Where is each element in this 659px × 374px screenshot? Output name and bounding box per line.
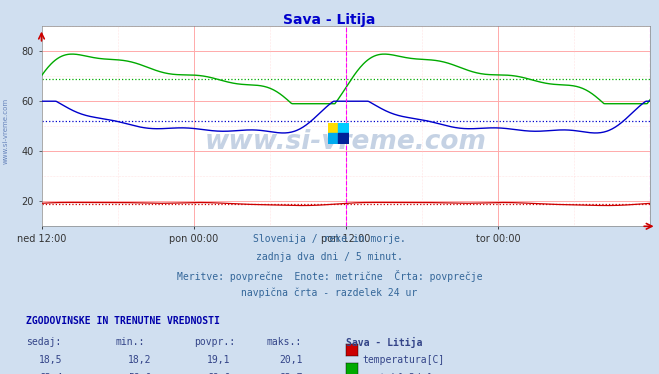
Text: www.si-vreme.com: www.si-vreme.com: [205, 129, 487, 155]
Text: maks.:: maks.:: [267, 337, 302, 347]
Bar: [338, 134, 349, 144]
Text: pretok[m3/s]: pretok[m3/s]: [362, 373, 433, 374]
Text: temperatura[C]: temperatura[C]: [362, 355, 445, 365]
Text: Meritve: povprečne  Enote: metrične  Črta: povprečje: Meritve: povprečne Enote: metrične Črta:…: [177, 270, 482, 282]
Text: Sava - Litija: Sava - Litija: [346, 337, 422, 347]
Text: sedaj:: sedaj:: [26, 337, 61, 347]
Text: zadnja dva dni / 5 minut.: zadnja dva dni / 5 minut.: [256, 252, 403, 262]
Text: 59,0: 59,0: [128, 373, 152, 374]
Text: ZGODOVINSKE IN TRENUTNE VREDNOSTI: ZGODOVINSKE IN TRENUTNE VREDNOSTI: [26, 316, 220, 326]
Text: 19,1: 19,1: [207, 355, 231, 365]
Text: 69,0: 69,0: [207, 373, 231, 374]
Text: 82,7: 82,7: [279, 373, 303, 374]
Text: www.si-vreme.com: www.si-vreme.com: [2, 98, 9, 164]
Bar: [328, 134, 338, 144]
Text: povpr.:: povpr.:: [194, 337, 235, 347]
Text: min.:: min.:: [115, 337, 145, 347]
Text: navpična črta - razdelek 24 ur: navpična črta - razdelek 24 ur: [241, 288, 418, 298]
Text: Sava - Litija: Sava - Litija: [283, 13, 376, 27]
Text: Slovenija / reke in morje.: Slovenija / reke in morje.: [253, 234, 406, 244]
Text: 18,2: 18,2: [128, 355, 152, 365]
Bar: [328, 123, 338, 134]
Bar: [338, 123, 349, 134]
Text: 18,5: 18,5: [39, 355, 63, 365]
Text: 20,1: 20,1: [279, 355, 303, 365]
Text: 63,4: 63,4: [39, 373, 63, 374]
